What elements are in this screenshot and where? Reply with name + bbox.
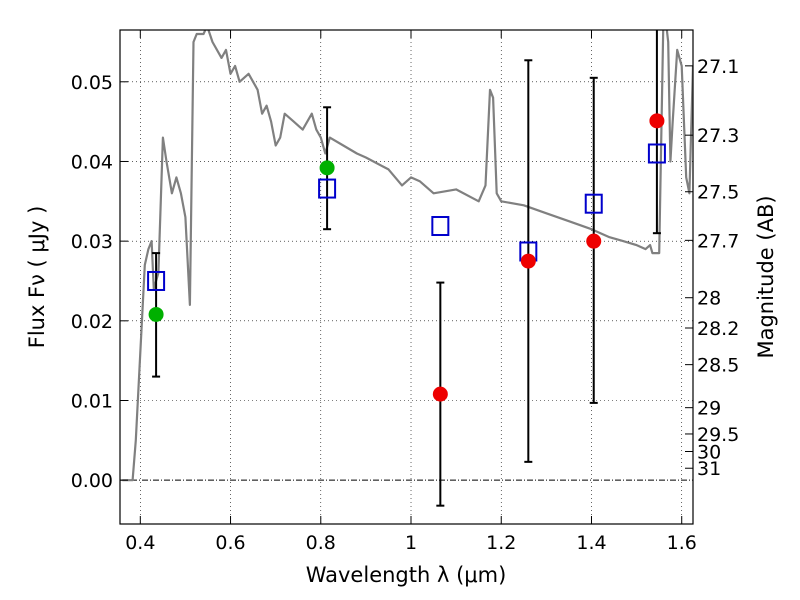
y2-tick-label: 27.3 bbox=[697, 125, 739, 147]
series-layer bbox=[122, 30, 693, 482]
x-tick-label: 0.4 bbox=[125, 532, 155, 554]
y-tick-label: 0.03 bbox=[71, 231, 113, 253]
observed-red-point bbox=[432, 386, 448, 402]
y2-tick-label: 31 bbox=[697, 458, 721, 480]
y-axis-label: Flux Fν ( μJy ) bbox=[25, 206, 49, 349]
y-tick-label: 0.02 bbox=[71, 311, 113, 333]
y2-tick-label: 27.5 bbox=[697, 182, 739, 204]
model-photometry-marker bbox=[647, 143, 666, 164]
observed-red-point bbox=[649, 113, 665, 129]
y2-tick-label: 28.5 bbox=[697, 355, 739, 377]
model-photometry-marker bbox=[584, 193, 603, 214]
sed-curve bbox=[122, 30, 693, 482]
observed-red-point bbox=[586, 233, 602, 249]
model-photometry-marker bbox=[431, 216, 450, 237]
y2-tick-label: 27.7 bbox=[697, 230, 739, 252]
grid bbox=[120, 30, 693, 524]
y2-tick-label: 29 bbox=[697, 398, 721, 420]
y2-axis-label: Magnitude (AB) bbox=[754, 195, 778, 358]
y2-tick-label: 27.1 bbox=[697, 56, 739, 78]
y-tick-label: 0.00 bbox=[71, 470, 113, 492]
x-tick-label: 1.4 bbox=[576, 532, 606, 554]
y-tick-label: 0.04 bbox=[71, 151, 113, 173]
x-tick-label: 0.6 bbox=[215, 532, 245, 554]
observed-red-point bbox=[520, 253, 536, 269]
x-tick-label: 1.2 bbox=[486, 532, 516, 554]
y-tick-label: 0.05 bbox=[71, 72, 113, 94]
y-tick-label: 0.01 bbox=[71, 391, 113, 413]
x-tick-label: 1.6 bbox=[667, 532, 697, 554]
y2-tick-label: 29.5 bbox=[697, 424, 739, 446]
observed-green-point bbox=[148, 306, 164, 322]
error-bars bbox=[152, 30, 661, 507]
y2-tick-label: 28.2 bbox=[697, 318, 739, 340]
x-axis-label: Wavelength λ (μm) bbox=[306, 563, 507, 587]
y2-tick-label: 30 bbox=[697, 441, 721, 463]
x-tick-label: 0.8 bbox=[306, 532, 336, 554]
markers bbox=[147, 113, 666, 402]
y-axis: 0.00 0.01 0.02 0.03 0.04 0.05 bbox=[71, 72, 128, 492]
y2-tick-label: 28 bbox=[697, 288, 721, 310]
model-photometry-marker bbox=[318, 178, 337, 199]
model-photometry-marker bbox=[147, 270, 166, 291]
x-axis: 0.4 0.6 0.8 1 1.2 1.4 1.6 bbox=[125, 30, 697, 554]
x-tick-label: 1 bbox=[405, 532, 417, 554]
plot-frame bbox=[119, 29, 694, 525]
observed-green-point bbox=[319, 160, 335, 176]
